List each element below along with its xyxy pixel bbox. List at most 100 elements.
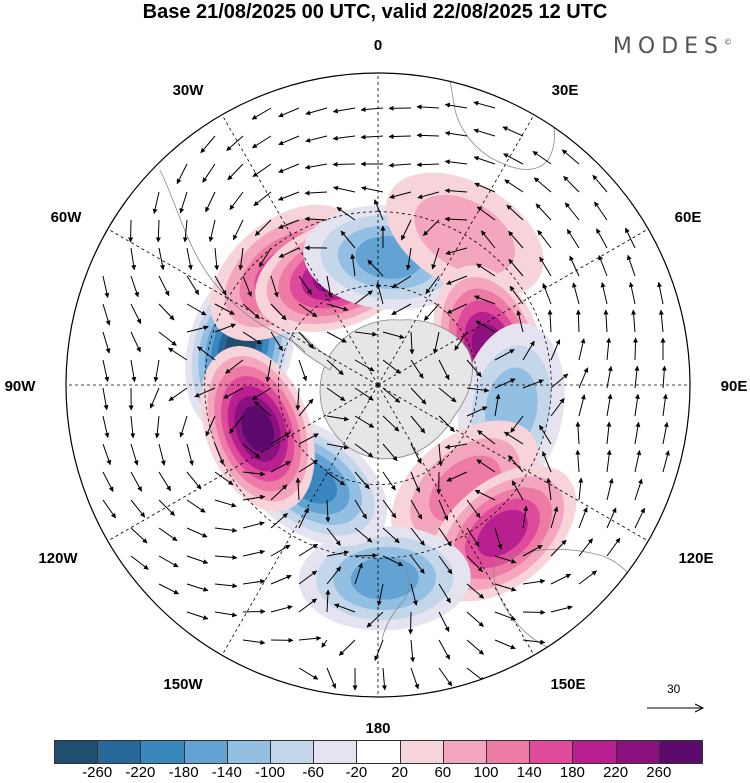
wind-arrow [374,639,384,661]
wind-arrow [242,609,266,615]
wind-arrow [242,471,266,477]
wind-arrow [542,283,552,305]
reference-arrow-icon [647,703,705,713]
wind-arrow [454,331,468,351]
wind-arrow [340,230,356,249]
wind-arrow [522,639,546,645]
wind-arrow [278,219,300,229]
wind-arrow [391,275,412,289]
wind-arrow [401,219,412,241]
wind-arrow [473,100,496,109]
wind-arrow [494,527,503,550]
wind-arrow [214,583,238,589]
wind-arrow [410,555,425,574]
wind-arrow [158,471,172,492]
wind-arrow [578,477,584,501]
colorbar-swatch [227,741,272,763]
wind-arrow [338,639,356,656]
wind-arrow [662,393,668,417]
wind-arrow [405,247,412,271]
lon-label-0: 0 [374,37,382,54]
wind-arrow [466,555,483,572]
wind-arrow [382,555,404,567]
wind-arrow [298,667,319,680]
wind-arrow [382,359,401,374]
wind-arrow [158,443,166,466]
wind-arrow [578,367,589,389]
wind-arrow [382,331,405,340]
wind-arrow [466,359,482,378]
wind-arrow [474,489,496,501]
wind-arrow [423,219,440,236]
latitude-circle [204,211,552,559]
wind-arrow [410,415,426,434]
wind-arrow [506,204,524,221]
wind-arrow [332,161,356,167]
wind-arrow [326,415,350,422]
wind-arrow [242,639,266,645]
wind-arrow [606,449,612,473]
wind-arrow [238,247,244,271]
wind-arrow [546,477,552,501]
wind-arrow [410,443,422,465]
wind-arrow [494,639,516,650]
wind-arrow [410,639,416,663]
lon-label-120w: 120W [38,550,78,567]
wind-arrow [382,443,398,462]
wind-arrow [477,430,496,445]
wind-arrow [550,339,561,361]
wind-arrow [438,443,444,467]
wind-arrow [326,331,347,343]
wind-arrow [438,527,452,547]
wind-arrow [494,378,516,389]
wind-arrow [158,247,165,271]
wind-arrow [197,346,216,361]
anomaly-contour [477,509,528,557]
wind-arrow [270,275,279,298]
colorbar-tick-label: 220 [603,764,629,781]
wind-arrow [186,275,200,296]
wind-arrow [410,499,423,520]
wind-arrow [606,537,621,557]
wind-arrow [179,191,188,214]
wind-arrow [186,583,209,592]
wind-arrow [242,494,266,501]
wind-arrow [494,583,517,592]
wind-arrow [326,527,341,546]
wind-arrow [130,247,137,271]
wind-arrow [382,471,396,491]
wind-arrow [194,387,216,398]
lon-label-60e: 60E [675,209,702,226]
anomaly-contour [241,406,275,452]
wind-arrow [388,162,412,168]
wind-arrow [382,527,400,544]
anomaly-positive-110w [200,346,315,512]
wind-arrow [423,303,440,321]
reference-vector-label: 30 [667,682,681,696]
wind-arrow [208,219,216,242]
wind-arrow [205,415,216,437]
anomaly-negative-180 [298,526,471,631]
wind-arrow [242,579,266,585]
wind-arrow [253,191,272,207]
wind-arrow [354,553,378,559]
wind-arrow [563,175,580,193]
colorbar-tick-label: 100 [473,764,499,781]
wind-arrow [532,150,552,165]
wind-arrow [416,104,440,110]
wind-arrow [376,282,384,305]
wind-arrow [360,107,384,113]
wind-arrow [214,499,237,508]
wind-arrow [382,499,397,519]
wind-arrow [333,185,356,193]
wind-arrow [128,219,134,243]
wind-arrow [504,431,524,445]
wind-arrow [265,359,272,383]
wind-arrow [502,126,524,137]
wind-arrow [508,258,524,277]
wind-arrow [298,275,312,295]
wind-arrow [298,331,314,349]
wind-arrow [606,393,613,417]
wind-arrow [242,549,265,557]
wind-arrow [336,206,356,221]
